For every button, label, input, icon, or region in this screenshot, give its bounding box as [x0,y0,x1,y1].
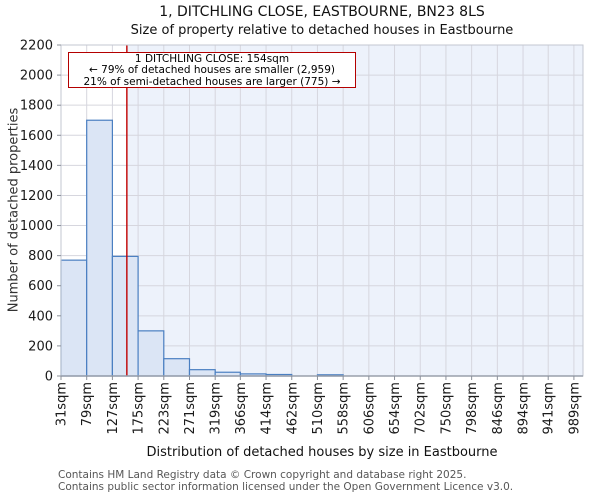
x-tick-label: 989sqm [567,382,582,435]
axis-tick-labels: 0 200 400 600 800 1000 1200 1400 1600 1800 2000 220… [20,39,582,435]
x-tick-label: 366sqm [234,382,249,435]
chart-subtitle: Size of property relative to detached ho… [130,23,514,38]
x-tick-label: 798sqm [465,382,480,435]
x-tick-label: 175sqm [132,382,147,435]
chart-title: 1, DITCHLING CLOSE, EASTBOURNE, BN23 8LS [159,4,485,20]
y-tick-label: 2000 [20,69,53,84]
x-tick-label: 31sqm [55,382,70,426]
y-tick-label: 1000 [20,219,53,234]
x-tick-label: 846sqm [491,382,506,435]
annotation-larger-stat: 21% of semi-detached houses are larger (… [83,75,341,88]
x-tick-label: 319sqm [209,382,224,435]
y-tick-label: 400 [28,309,53,324]
y-tick-label: 0 [45,370,53,385]
y-tick-label: 600 [28,279,53,294]
footer-attribution-line2: Contains public sector information licen… [58,480,514,493]
y-tick-label: 1800 [20,99,53,114]
y-tick-label: 800 [28,249,53,264]
x-tick-label: 510sqm [311,382,326,435]
bar-223sqm [163,358,191,377]
x-tick-label: 271sqm [183,382,198,435]
annotation-property-size: 1 DITCHLING CLOSE: 154sqm [134,53,290,65]
annotation-box: 1 DITCHLING CLOSE: 154sqm ← 79% of detac… [68,52,356,88]
y-tick-label: 200 [28,339,53,354]
y-tick-label: 2200 [20,39,53,54]
bar-127sqm [111,255,139,377]
x-tick-label: 414sqm [260,382,275,435]
bar-79sqm [86,119,113,377]
bar-31sqm [60,259,88,377]
larger-region-shading [126,45,584,376]
x-tick-label: 127sqm [106,382,121,435]
x-tick-label: 654sqm [388,382,403,435]
y-tick-label: 1400 [20,159,53,174]
y-axis-label: Number of detached properties [6,107,22,313]
x-tick-label: 79sqm [80,382,95,426]
x-tick-label: 750sqm [439,382,454,435]
footer: Contains HM Land Registry data © Crown c… [58,469,514,493]
x-tick-label: 894sqm [517,382,532,435]
bar-175sqm [137,330,165,377]
x-tick-label: 702sqm [414,382,429,435]
y-tick-label: 1600 [20,129,53,144]
x-tick-label: 462sqm [285,382,300,435]
x-tick-label: 941sqm [542,382,557,435]
x-tick-label: 223sqm [157,382,172,435]
bar-271sqm [188,369,216,377]
y-tick-label: 1200 [20,189,53,204]
x-tick-label: 558sqm [337,382,352,435]
x-axis-label: Distribution of detached houses by size … [146,445,498,460]
footer-attribution-line1: Contains HM Land Registry data © Crown c… [58,469,467,481]
annotation-smaller-stat: ← 79% of detached houses are smaller (2,… [89,64,335,77]
x-tick-label: 606sqm [362,382,377,435]
